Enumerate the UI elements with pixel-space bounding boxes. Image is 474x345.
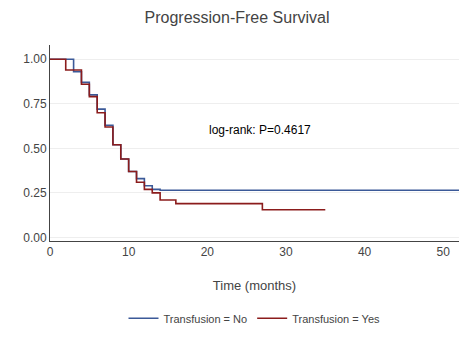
- svg-text:1.00: 1.00: [23, 52, 47, 66]
- svg-text:30: 30: [279, 245, 293, 259]
- svg-text:Transfusion = Yes: Transfusion = Yes: [292, 313, 380, 325]
- svg-text:0: 0: [47, 245, 54, 259]
- svg-text:log-rank: P=0.4617: log-rank: P=0.4617: [209, 123, 311, 137]
- svg-text:Progression-Free Survival: Progression-Free Survival: [145, 9, 330, 26]
- svg-text:0.00: 0.00: [23, 231, 47, 245]
- svg-text:0.25: 0.25: [23, 186, 47, 200]
- svg-text:10: 10: [122, 245, 136, 259]
- svg-text:20: 20: [201, 245, 215, 259]
- svg-text:Time (months): Time (months): [213, 278, 296, 293]
- svg-text:40: 40: [358, 245, 372, 259]
- svg-text:Transfusion = No: Transfusion = No: [164, 313, 248, 325]
- svg-text:50: 50: [437, 245, 451, 259]
- svg-text:0.50: 0.50: [23, 142, 47, 156]
- svg-text:0.75: 0.75: [23, 97, 47, 111]
